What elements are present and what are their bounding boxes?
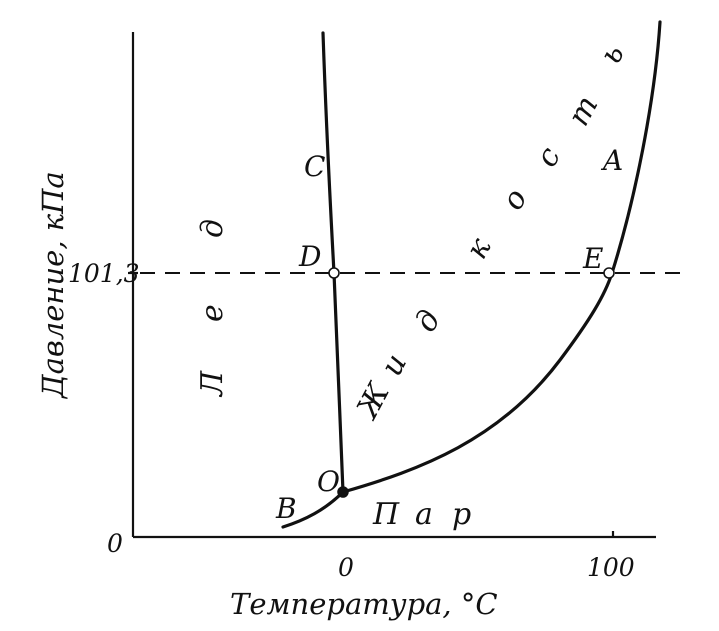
liquid-letter-2: и <box>374 348 414 381</box>
x-axis-label: Температура, °С <box>230 587 498 621</box>
liquid-letter-7: т <box>561 90 605 132</box>
x-tick-0: 0 <box>338 553 354 582</box>
y-tick-0: 0 <box>107 529 123 558</box>
liquid-letter-3: д <box>408 305 448 338</box>
vapor-letter-3: р <box>452 497 471 532</box>
ice-letter-1: Л <box>195 370 230 398</box>
region-ice-label: Л е д <box>195 219 230 398</box>
ice-letter-2: е <box>195 304 230 322</box>
y-axis-label: Давление, кПа <box>36 171 70 400</box>
ice-letter-3: д <box>195 219 230 238</box>
vaporization-curve-oa <box>341 20 662 494</box>
x-tick-100: 100 <box>587 553 635 582</box>
label-point-a: A <box>600 144 623 177</box>
label-point-e: E <box>582 242 603 275</box>
label-point-c: C <box>304 150 325 183</box>
label-point-b: B <box>275 492 297 525</box>
region-liquid-label: Ж и д к о с т ь <box>349 39 632 426</box>
point-d-marker <box>328 267 340 279</box>
label-point-o: O <box>317 465 340 498</box>
vapor-letter-1: П <box>372 497 400 532</box>
liquid-letter-5: о <box>495 183 534 215</box>
y-tick-101-3: 101,3 <box>68 259 140 288</box>
vapor-letter-2: а <box>415 497 433 532</box>
liquid-letter-8: ь <box>593 39 632 70</box>
liquid-letter-4: к <box>459 232 498 264</box>
liquid-letter-1: Ж <box>349 376 397 425</box>
point-e-marker <box>603 267 615 279</box>
melting-curve-oc <box>321 31 345 494</box>
liquid-letter-6: с <box>529 141 568 172</box>
region-vapor-label: П а р <box>372 497 471 532</box>
label-point-d: D <box>298 240 321 273</box>
sublimation-curve-ob <box>281 490 345 529</box>
triple-point-o-marker <box>337 486 349 498</box>
